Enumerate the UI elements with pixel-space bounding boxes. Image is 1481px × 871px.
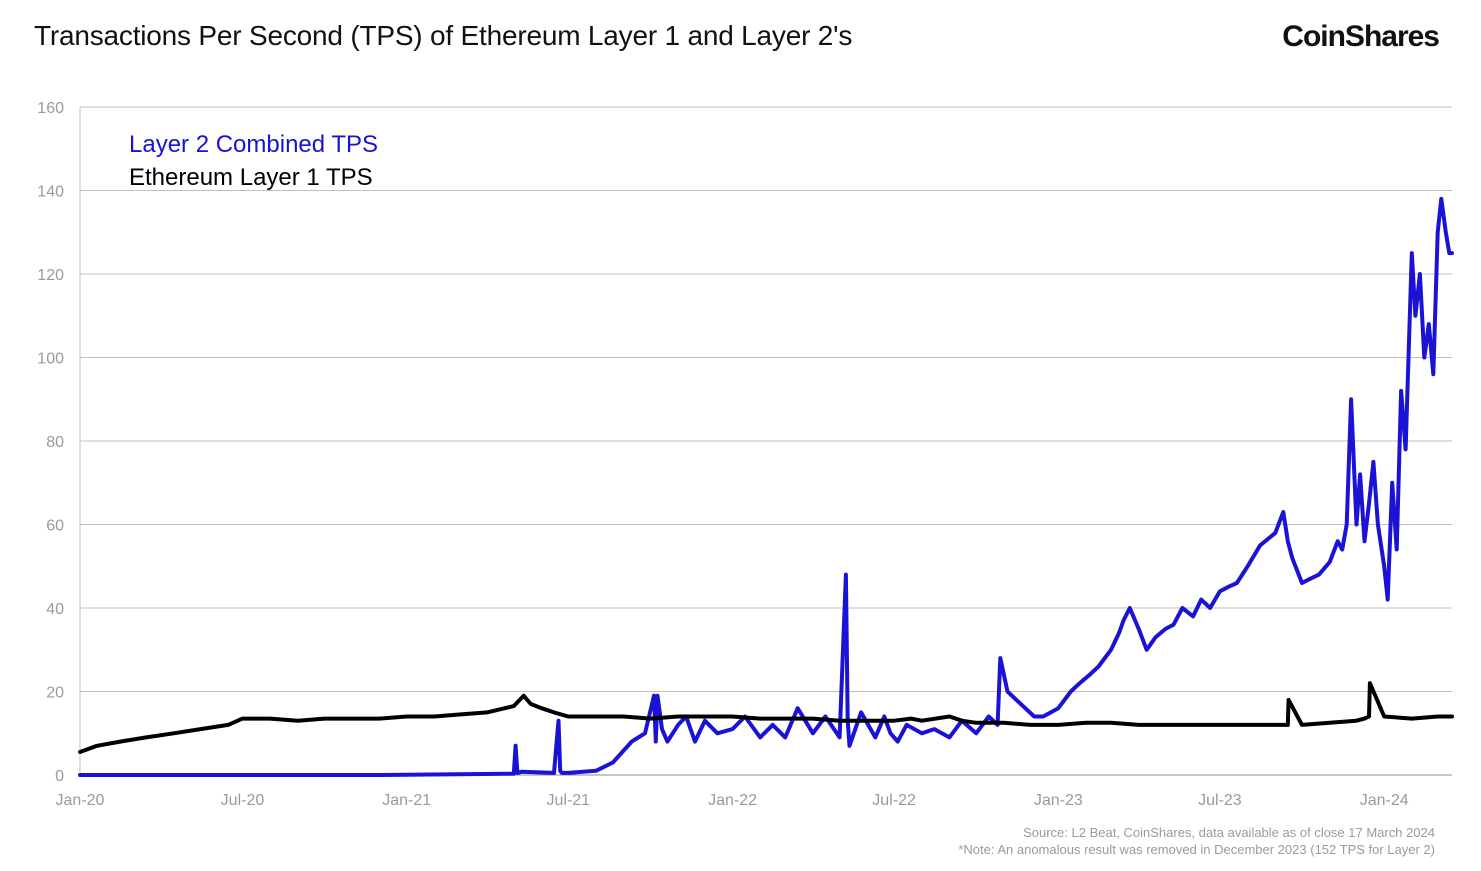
y-tick-label: 100 xyxy=(37,351,64,368)
source-note: Source: L2 Beat, CoinShares, data availa… xyxy=(1023,825,1435,840)
grid-lines xyxy=(79,106,1452,776)
x-tick-label: Jul-21 xyxy=(546,792,590,809)
x-axis-ticks: Jan-20 Jul-20 Jan-21 Jul-21 Jan-22 Jul-22 Jan-… xyxy=(56,792,1409,809)
x-tick-label: Jul-22 xyxy=(872,792,916,809)
y-tick-label: 60 xyxy=(46,518,64,535)
x-tick-label: Jan-24 xyxy=(1360,792,1409,809)
y-tick-label: 20 xyxy=(46,685,64,702)
legend-layer1: Ethereum Layer 1 TPS xyxy=(129,164,373,191)
series-line-layer1 xyxy=(78,681,1454,754)
legend: Layer 2 Combined TPS Ethereum Layer 1 TP… xyxy=(129,131,378,191)
y-axis-ticks: 0 20 40 60 80 100 120 140 160 xyxy=(37,100,64,785)
x-tick-label: Jul-20 xyxy=(221,792,265,809)
x-tick-label: Jan-23 xyxy=(1034,792,1083,809)
series-line-layer2 xyxy=(78,196,1454,777)
y-tick-label: 40 xyxy=(46,601,64,618)
y-tick-label: 120 xyxy=(37,267,64,284)
y-tick-label: 0 xyxy=(55,768,64,785)
page-title: Transactions Per Second (TPS) of Ethereu… xyxy=(34,20,853,51)
x-tick-label: Jan-20 xyxy=(56,792,105,809)
x-tick-label: Jul-23 xyxy=(1198,792,1242,809)
y-tick-label: 80 xyxy=(46,434,64,451)
y-tick-label: 160 xyxy=(37,100,64,117)
y-tick-label: 140 xyxy=(37,184,64,201)
series-lines xyxy=(78,196,1454,777)
anomaly-note: *Note: An anomalous result was removed i… xyxy=(958,842,1435,857)
x-tick-label: Jan-22 xyxy=(708,792,757,809)
brand-logo: CoinShares xyxy=(1282,20,1440,53)
legend-layer2: Layer 2 Combined TPS xyxy=(129,131,378,158)
x-tick-label: Jan-21 xyxy=(382,792,431,809)
